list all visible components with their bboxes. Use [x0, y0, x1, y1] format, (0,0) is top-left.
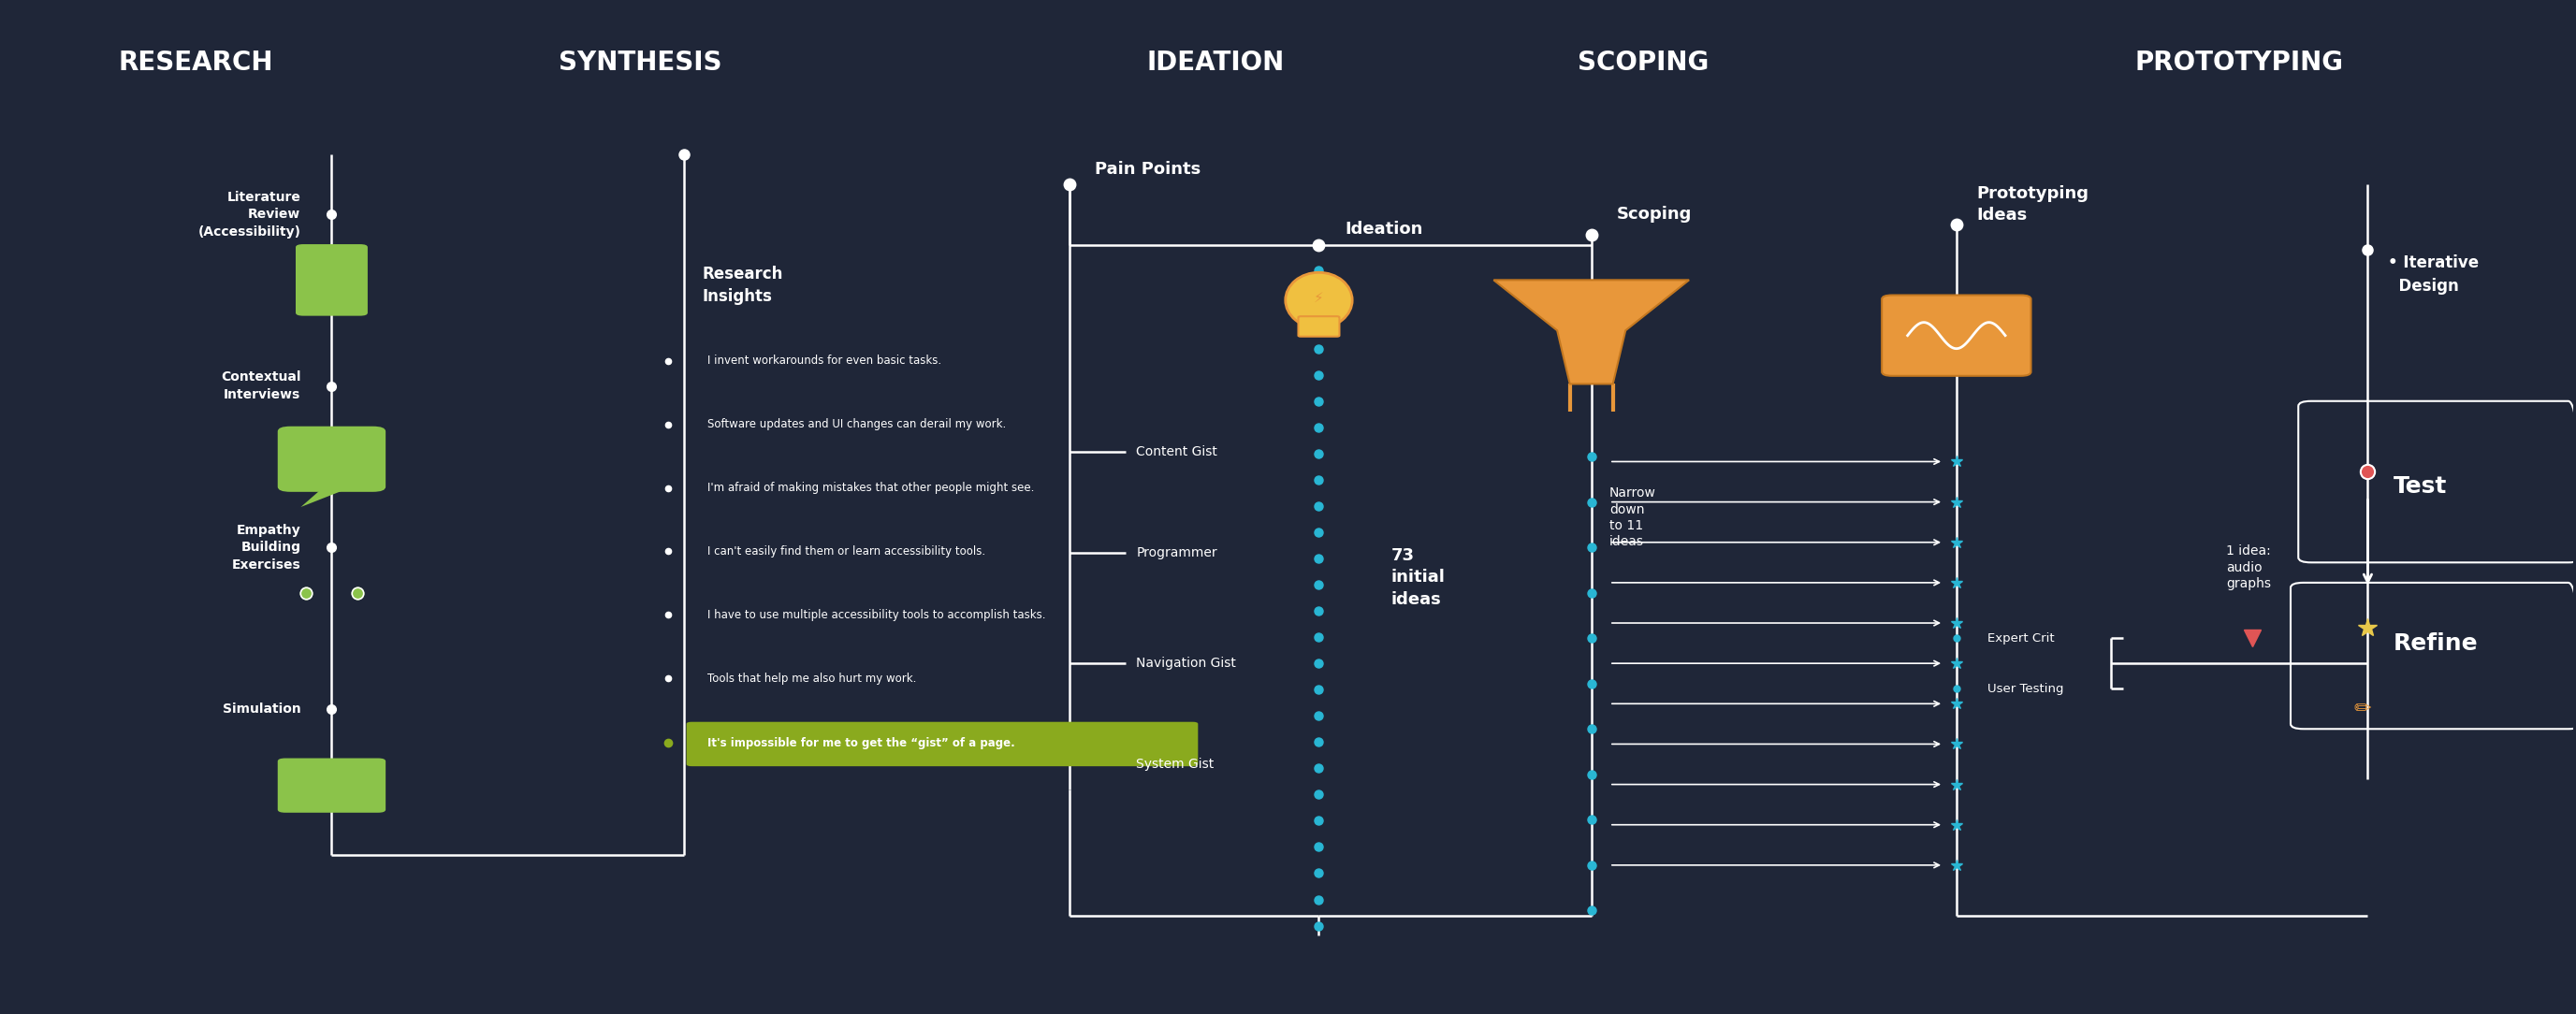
Text: • Iterative
  Design: • Iterative Design	[2388, 255, 2478, 295]
Text: 1 idea:
audio
graphs: 1 idea: audio graphs	[2226, 545, 2272, 590]
FancyBboxPatch shape	[278, 758, 386, 812]
Text: ✏: ✏	[2354, 700, 2372, 718]
Text: Literature
Review
(Accessibility): Literature Review (Accessibility)	[198, 191, 301, 238]
FancyBboxPatch shape	[1883, 295, 2030, 376]
FancyBboxPatch shape	[278, 426, 386, 492]
Text: Programmer: Programmer	[1136, 546, 1218, 559]
Text: I have to use multiple accessibility tools to accomplish tasks.: I have to use multiple accessibility too…	[706, 608, 1046, 621]
Text: Simulation: Simulation	[222, 703, 301, 715]
FancyBboxPatch shape	[685, 722, 1198, 767]
Text: Software updates and UI changes can derail my work.: Software updates and UI changes can dera…	[706, 418, 1005, 430]
Text: ⚡: ⚡	[1314, 291, 1324, 305]
FancyBboxPatch shape	[1298, 316, 1340, 337]
FancyBboxPatch shape	[296, 244, 368, 315]
Text: I can't easily find them or learn accessibility tools.: I can't easily find them or learn access…	[706, 546, 984, 558]
Text: RESEARCH: RESEARCH	[118, 50, 273, 76]
Text: Expert Crit: Expert Crit	[1986, 632, 2053, 644]
Text: Test: Test	[2393, 476, 2447, 498]
Text: It's impossible for me to get the “gist” of a page.: It's impossible for me to get the “gist”…	[706, 737, 1015, 749]
Text: PROTOTYPING: PROTOTYPING	[2136, 50, 2344, 76]
Text: IDEATION: IDEATION	[1146, 50, 1285, 76]
Text: Refine: Refine	[2393, 632, 2478, 654]
Text: Prototyping
Ideas: Prototyping Ideas	[1976, 186, 2089, 223]
Text: SYNTHESIS: SYNTHESIS	[559, 50, 721, 76]
Polygon shape	[301, 487, 353, 507]
Text: Narrow
down
to 11
ideas: Narrow down to 11 ideas	[1610, 487, 1656, 549]
Text: 73
initial
ideas: 73 initial ideas	[1391, 548, 1445, 608]
Text: SCOPING: SCOPING	[1577, 50, 1708, 76]
Text: Tools that help me also hurt my work.: Tools that help me also hurt my work.	[706, 672, 917, 684]
Polygon shape	[1494, 280, 1690, 384]
Text: I invent workarounds for even basic tasks.: I invent workarounds for even basic task…	[706, 355, 940, 367]
Text: Ideation: Ideation	[1345, 221, 1422, 238]
Text: Contextual
Interviews: Contextual Interviews	[222, 371, 301, 402]
Ellipse shape	[1285, 273, 1352, 328]
Text: System Gist: System Gist	[1136, 757, 1213, 771]
Text: Scoping: Scoping	[1618, 206, 1692, 223]
Text: I'm afraid of making mistakes that other people might see.: I'm afraid of making mistakes that other…	[706, 482, 1033, 494]
Text: User Testing: User Testing	[1986, 682, 2063, 695]
Text: Empathy
Building
Exercises: Empathy Building Exercises	[232, 523, 301, 571]
Text: Content Gist: Content Gist	[1136, 445, 1218, 458]
Text: Research
Insights: Research Insights	[701, 266, 783, 304]
Text: Pain Points: Pain Points	[1095, 160, 1200, 177]
Text: Navigation Gist: Navigation Gist	[1136, 657, 1236, 670]
